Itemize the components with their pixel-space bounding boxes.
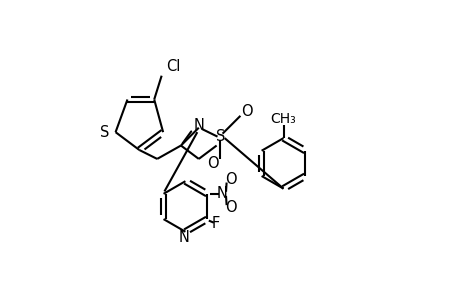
Text: S: S xyxy=(216,129,225,144)
Text: N: N xyxy=(193,118,204,133)
Text: CH₃: CH₃ xyxy=(270,112,296,126)
Text: Cl: Cl xyxy=(166,59,180,74)
Text: F: F xyxy=(212,216,220,231)
Text: O: O xyxy=(207,156,218,171)
Text: O: O xyxy=(224,200,236,215)
Text: N: N xyxy=(216,186,227,201)
Text: O: O xyxy=(241,104,252,119)
Text: O: O xyxy=(224,172,236,188)
Text: N: N xyxy=(178,230,189,244)
Text: S: S xyxy=(100,125,109,140)
